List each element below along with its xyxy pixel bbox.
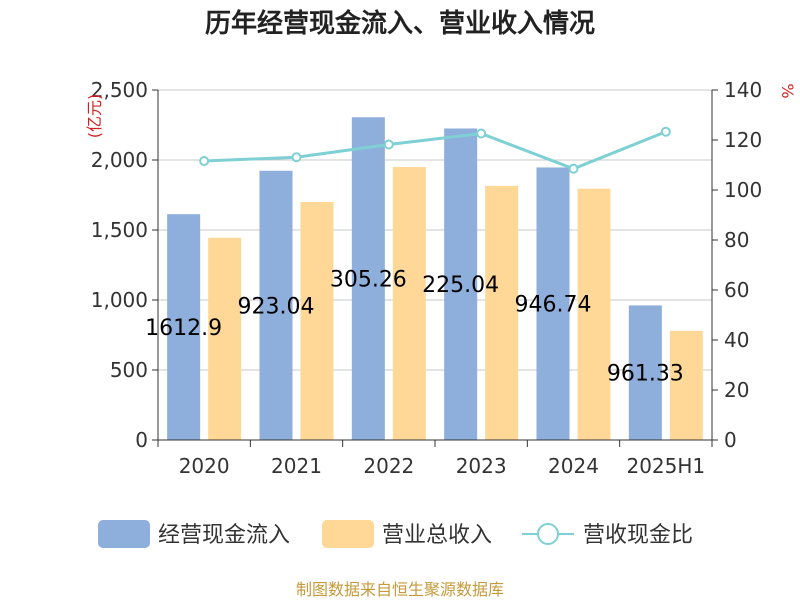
right-tick-label: 120 [724, 128, 762, 152]
x-tick-label: 2024 [548, 454, 599, 478]
ratio-point [291, 152, 302, 163]
cash-inflow-value-label: 946.74 [515, 293, 592, 318]
x-tick-label: 2025H1 [626, 454, 705, 478]
revenue-bar [577, 188, 611, 440]
left-tick-label: 1,500 [91, 218, 148, 242]
legend: 经营现金流入 营业总收入 营收现金比 [98, 520, 693, 548]
right-tick-label: 140 [724, 78, 762, 102]
ratio-point [568, 163, 579, 174]
ratio-line [199, 126, 671, 174]
x-tick-label: 2021 [271, 454, 322, 478]
right-tick-label: 20 [724, 378, 749, 402]
revenue-bar [208, 237, 242, 440]
cash-inflow-bar [259, 170, 293, 440]
left-tick-label: 1,000 [91, 288, 148, 312]
ratio-point [660, 126, 671, 137]
left-tick-label: 0 [135, 428, 148, 452]
revenue-bar [669, 330, 703, 440]
ratio-point [476, 128, 487, 139]
right-tick-label: 100 [724, 178, 762, 202]
axes: 0 500 1,000 1,500 2,000 2,500 0 20 40 60 80 100 120 1… [91, 78, 762, 478]
chart-title: 历年经营现金流入、营业收入情况 [205, 8, 595, 39]
right-tick-label: 0 [724, 428, 737, 452]
x-tick-label: 2023 [456, 454, 507, 478]
ratio-point [383, 139, 394, 150]
revenue-bar [485, 185, 519, 440]
revenue-bar [300, 202, 334, 440]
cash-inflow-bar [536, 167, 570, 440]
cash-inflow-bar [628, 305, 662, 440]
bars [167, 117, 703, 441]
cash-inflow-bar [351, 117, 385, 440]
cash-inflow-value-label: 1612.9 [145, 316, 222, 341]
ratio-line-path [204, 130, 667, 171]
legend-label-revenue: 营业总收入 [382, 523, 492, 548]
cash-inflow-value-label: 225.04 [422, 273, 499, 298]
cash-inflow-value-label: 923.04 [238, 294, 315, 319]
cash-inflow-bar [167, 214, 201, 440]
legend-swatch-revenue [322, 520, 374, 548]
x-tick-label: 2020 [179, 454, 230, 478]
data-labels: 1612.9 923.04 305.26 225.04 946.74 961.33 [145, 268, 684, 387]
cash-inflow-value-label: 961.33 [607, 362, 684, 387]
cash-inflow-bar [444, 128, 478, 441]
right-tick-label: 60 [724, 278, 749, 302]
left-tick-label: 500 [110, 358, 148, 382]
left-tick-label: 2,000 [91, 148, 148, 172]
right-tick-label: 80 [724, 228, 749, 252]
right-tick-label: 40 [724, 328, 749, 352]
left-tick-label: 2,500 [91, 78, 148, 102]
right-axis-unit: % [778, 83, 797, 98]
ratio-point [199, 156, 210, 166]
legend-swatch-cash-inflow [98, 520, 150, 548]
source-note: 制图数据来自恒生聚源数据库 [296, 580, 504, 599]
legend-label-cash-inflow: 经营现金流入 [158, 523, 290, 548]
cash-inflow-value-label: 305.26 [330, 268, 407, 293]
x-tick-label: 2022 [363, 454, 414, 478]
revenue-bar [392, 167, 426, 440]
legend-label-ratio: 营收现金比 [583, 523, 693, 548]
legend-marker-ratio [537, 523, 559, 545]
left-axis-unit: (亿元) [85, 94, 104, 139]
